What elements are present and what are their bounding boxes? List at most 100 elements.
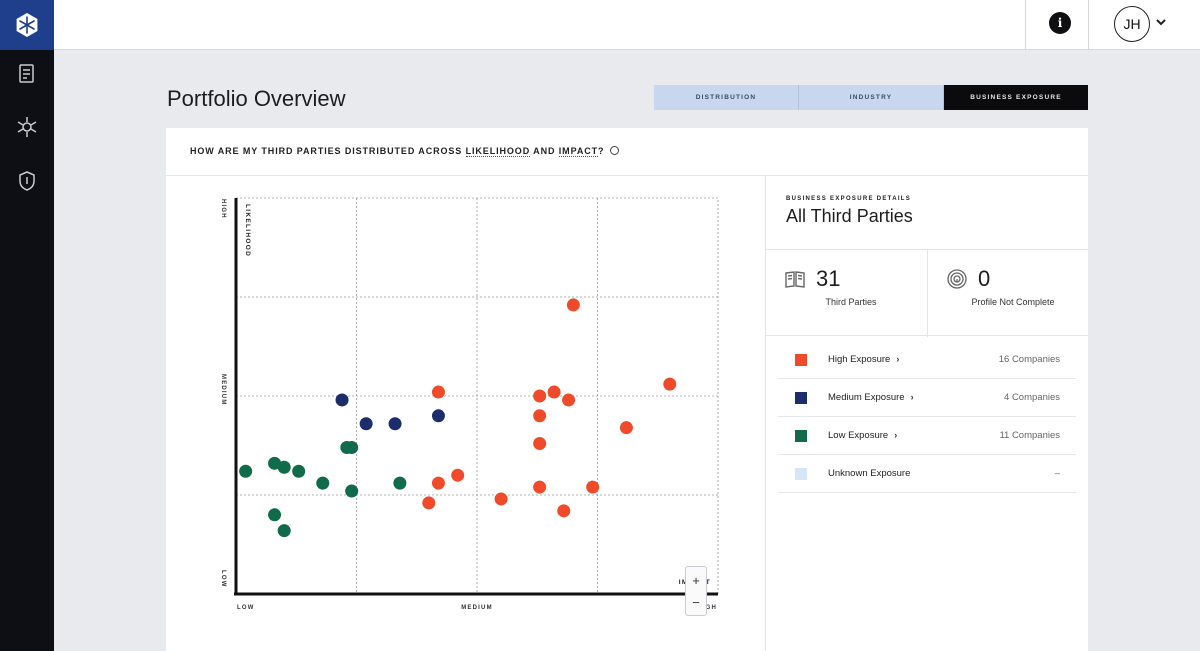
legend-name: Unknown Exposure — [828, 468, 911, 479]
low-exposure-point[interactable] — [277, 524, 291, 538]
high-exposure-point[interactable] — [533, 389, 547, 403]
question-and: AND — [530, 146, 559, 156]
low-exposure-point[interactable] — [239, 464, 253, 478]
scatter-chart: HIGH MEDIUM LOW LIKELIHOOD LOW MEDIUM HI… — [220, 197, 719, 611]
app-logo[interactable] — [0, 0, 54, 50]
unknown-exposure-swatch — [795, 468, 807, 480]
high-exposure-point[interactable] — [663, 377, 677, 391]
view-tabs: DISTRIBUTION INDUSTRY BUSINESS EXPOSURE — [654, 85, 1088, 110]
high-exposure-point[interactable] — [557, 504, 571, 518]
high-exposure-point[interactable] — [494, 492, 508, 506]
high-exposure-point[interactable] — [562, 393, 576, 407]
help-icon[interactable] — [609, 146, 619, 155]
medium-exposure-point[interactable] — [431, 409, 445, 423]
zoom-out-button[interactable]: − — [692, 594, 700, 610]
third-parties-label: Third Parties — [825, 297, 877, 307]
y-axis-label: LIKELIHOOD — [244, 204, 251, 257]
legend-medium-exposure[interactable]: Medium Exposure › 4 Companies — [778, 379, 1076, 417]
stat-third-parties[interactable]: 31 Third Parties — [766, 250, 927, 337]
high-exposure-point[interactable] — [431, 385, 445, 399]
tab-industry[interactable]: INDUSTRY — [799, 85, 944, 110]
info-icon: i — [1057, 16, 1063, 30]
y-tick-low: LOW — [220, 570, 226, 588]
high-exposure-point[interactable] — [431, 476, 445, 490]
user-avatar[interactable]: JH — [1114, 6, 1150, 42]
high-exposure-point[interactable] — [619, 421, 633, 435]
sidebar-item-security[interactable] — [13, 167, 41, 195]
chart-area: HIGH MEDIUM LOW LIKELIHOOD LOW MEDIUM HI… — [166, 176, 765, 651]
page-title: Portfolio Overview — [167, 86, 346, 111]
medium-exposure-point[interactable] — [388, 417, 402, 431]
chevron-down-icon[interactable] — [1154, 15, 1168, 29]
medium-exposure-point[interactable] — [359, 417, 373, 431]
medium-exposure-swatch — [795, 392, 807, 404]
fingerprint-icon — [947, 269, 967, 289]
legend-count: 11 Companies — [999, 430, 1060, 441]
tab-distribution[interactable]: DISTRIBUTION — [654, 85, 799, 110]
profile-not-complete-label: Profile Not Complete — [971, 297, 1055, 307]
low-exposure-point[interactable] — [393, 476, 407, 490]
info-button[interactable]: i — [1049, 12, 1071, 34]
low-exposure-point[interactable] — [268, 508, 282, 522]
high-exposure-point[interactable] — [586, 480, 600, 494]
avatar-initials: JH — [1123, 16, 1141, 32]
legend-low-exposure[interactable]: Low Exposure › 11 Companies — [778, 417, 1076, 455]
low-exposure-point[interactable] — [277, 460, 291, 474]
profile-not-complete-count: 0 — [978, 266, 991, 291]
low-exposure-swatch — [795, 430, 807, 442]
chevron-right-icon: › — [894, 430, 898, 440]
card-header: HOW ARE MY THIRD PARTIES DISTRIBUTED ACR… — [166, 128, 1088, 176]
low-exposure-point[interactable] — [340, 440, 354, 454]
legend-count: 16 Companies — [998, 354, 1060, 365]
high-exposure-point[interactable] — [422, 496, 436, 510]
sidebar-item-reports[interactable] — [13, 60, 41, 88]
impact-term[interactable]: IMPACT — [558, 146, 599, 157]
high-exposure-point[interactable] — [533, 480, 547, 494]
low-exposure-point[interactable] — [292, 464, 306, 478]
sidebar-item-network[interactable] — [13, 113, 41, 141]
chevron-right-icon: › — [910, 392, 914, 402]
legend-name-wrap: Medium Exposure › — [828, 392, 914, 403]
chevron-right-icon: › — [896, 354, 900, 364]
low-exposure-point[interactable] — [345, 484, 359, 498]
legend-high-exposure[interactable]: High Exposure › 16 Companies — [778, 341, 1076, 379]
third-parties-count: 31 — [816, 266, 841, 291]
high-exposure-point[interactable] — [533, 437, 547, 451]
x-tick-low: LOW — [237, 605, 255, 611]
legend-unknown-exposure: Unknown Exposure – — [778, 455, 1076, 493]
legend-name: High Exposure — [828, 354, 891, 365]
high-exposure-point[interactable] — [566, 298, 580, 312]
high-exposure-point[interactable] — [547, 385, 561, 399]
shield-icon — [19, 171, 35, 191]
tab-business-exposure[interactable]: BUSINESS EXPOSURE — [944, 85, 1088, 110]
scatter-points — [239, 298, 677, 538]
exposure-legend: High Exposure › 16 Companies Medium Expos… — [778, 341, 1076, 493]
medium-exposure-point[interactable] — [335, 393, 349, 407]
high-exposure-swatch — [795, 354, 807, 366]
legend-name-wrap: Low Exposure › — [828, 430, 897, 441]
chart-question: HOW ARE MY THIRD PARTIES DISTRIBUTED ACR… — [190, 146, 619, 157]
snowflake-logo-icon — [16, 13, 38, 37]
high-exposure-point[interactable] — [451, 468, 465, 482]
chart-grid — [235, 197, 719, 595]
stats-row: 31 Third Parties 0 Profile Not Complete — [766, 249, 1088, 337]
portfolio-card: HOW ARE MY THIRD PARTIES DISTRIBUTED ACR… — [166, 128, 1088, 651]
legend-name: Low Exposure — [828, 430, 889, 441]
exposure-details-panel: BUSINESS EXPOSURE DETAILS All Third Part… — [765, 176, 1088, 651]
stat-profile-not-complete[interactable]: 0 Profile Not Complete — [927, 250, 1088, 337]
low-exposure-point[interactable] — [316, 476, 330, 490]
sidebar — [0, 0, 54, 651]
document-icon — [19, 64, 34, 83]
high-exposure-point[interactable] — [533, 409, 547, 423]
legend-count: – — [1054, 468, 1060, 479]
legend-name: Medium Exposure — [828, 392, 905, 403]
network-hub-icon — [17, 117, 37, 137]
top-bar: i JH — [54, 0, 1200, 50]
likelihood-term[interactable]: LIKELIHOOD — [465, 146, 531, 157]
legend-name-wrap: High Exposure › — [828, 354, 899, 365]
legend-count: 4 Companies — [1004, 392, 1060, 403]
x-tick-medium: MEDIUM — [461, 605, 493, 611]
zoom-in-button[interactable]: + — [692, 572, 700, 588]
topbar-divider — [1088, 0, 1089, 50]
y-tick-high: HIGH — [220, 199, 226, 219]
